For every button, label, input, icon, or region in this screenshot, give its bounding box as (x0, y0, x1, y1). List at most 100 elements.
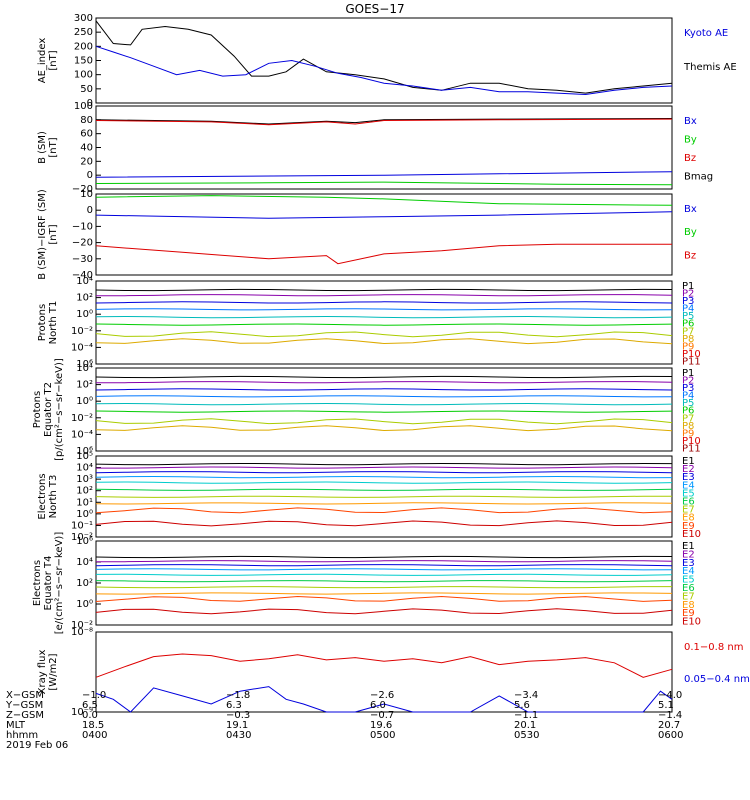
ytick-label-ae: 0 (87, 98, 93, 109)
panel-frame-bigrf (95, 193, 673, 276)
legend-e4: E4 (682, 566, 695, 577)
series-line-bsm (95, 118, 673, 126)
legend-bsm: Bx (684, 116, 697, 127)
level-line-e3 (95, 471, 673, 474)
ytick-label-p2: 10⁶ (76, 446, 93, 457)
level-line-p2 (95, 375, 673, 379)
ytick-label-ae: 300 (74, 13, 93, 24)
legend-p2: P6 (682, 406, 694, 417)
legend-p1: P10 (682, 349, 701, 360)
ytick-label-e3: 10⁻² (71, 532, 93, 543)
legend-e3: E8 (682, 513, 695, 524)
level-line-p2 (95, 395, 673, 398)
legend-p1: P5 (682, 311, 694, 322)
footer-value: 0400 (82, 730, 108, 741)
legend-e3: E2 (682, 464, 695, 475)
ylabel-bigrf: [nT] (48, 224, 59, 244)
legend-e3: E1 (682, 456, 695, 467)
legend-ae: Kyoto AE (684, 28, 728, 39)
panel-frame-e3 (95, 455, 673, 538)
level-line-p1 (96, 294, 673, 297)
level-line-p1 (95, 301, 673, 304)
ylabel-xray: Xray flux (37, 650, 48, 695)
footer-value: 0430 (226, 730, 252, 741)
level-line-e4 (95, 592, 673, 595)
footer-value: −1.1 (514, 710, 539, 721)
level-line-e4 (95, 568, 673, 571)
series-line-xray (95, 686, 673, 713)
ytick-label-bsm: 0 (87, 170, 93, 181)
footer-value: 18.5 (82, 720, 105, 731)
footer-value: 6.5 (82, 700, 98, 711)
footer-label-xgsm: X−GSM (6, 690, 44, 701)
level-line-p2 (96, 381, 673, 384)
panel-frame-xray (95, 631, 673, 713)
legend-e4: E5 (682, 575, 695, 586)
legend-e4: E3 (682, 558, 695, 569)
level-line-e3 (95, 495, 672, 498)
footer-value: −2.6 (370, 690, 395, 701)
legend-p2: P1 (682, 368, 694, 379)
ytick-label-xray: 10⁻⁸ (71, 627, 93, 638)
level-line-e4 (96, 560, 673, 563)
series-line-bsm (95, 118, 673, 125)
ylabel-e4: Equator T4 (43, 556, 54, 611)
footer-value: 6.3 (226, 700, 242, 711)
ytick-label-e4: 10⁴ (76, 557, 93, 568)
ytick-label-p1: 10⁻⁴ (71, 342, 93, 353)
level-line-e4 (95, 580, 673, 583)
level-line-e4 (95, 586, 672, 589)
ytick-label-e3: 10⁰ (76, 509, 93, 520)
legend-xray: 0.1−0.8 nm (684, 642, 743, 653)
ytick-label-p2: 10² (76, 380, 93, 391)
legend-p2: P11 (682, 443, 701, 454)
legend-p2: P5 (682, 398, 694, 409)
level-line-p2 (95, 418, 673, 425)
ytick-label-ae: 50 (80, 84, 93, 95)
series-line-bigrf (95, 195, 673, 206)
level-line-e3 (95, 481, 673, 484)
footer-value: 0.0 (82, 710, 98, 721)
footer-value: −4.0 (658, 690, 683, 701)
footer-label-ygsm: Y−GSM (6, 700, 44, 711)
legend-bigrf: Bx (684, 204, 697, 215)
legend-e3: E4 (682, 480, 695, 491)
footer-value: −3.4 (514, 690, 539, 701)
legend-p2: P2 (682, 376, 694, 387)
ylabel-bsm: [nT] (48, 137, 59, 157)
footer-value: 0500 (370, 730, 396, 741)
ytick-label-ae: 150 (74, 56, 93, 67)
level-line-p2 (95, 425, 673, 432)
ylabel-p2: [p/(cm²−s−sr−keV)] (54, 358, 65, 461)
ytick-label-bsm: 20 (80, 156, 93, 167)
ytick-label-e4: 10⁻² (71, 620, 93, 631)
footer-value: 20.1 (514, 720, 537, 731)
ytick-label-bsm: −20 (72, 184, 93, 195)
ytick-label-e4: 10² (76, 578, 93, 589)
ytick-label-bsm: 80 (80, 115, 93, 126)
level-line-p1 (95, 315, 673, 319)
level-line-e3 (95, 507, 673, 514)
level-line-p1 (95, 308, 673, 311)
legend-e3: E3 (682, 472, 695, 483)
legend-p1: P11 (682, 356, 701, 367)
legend-bigrf: By (684, 227, 697, 238)
legend-p1: P8 (682, 334, 694, 345)
ylabel-e4: [e/(cm²−s−sr−keV)] (54, 532, 65, 635)
legend-e4: E6 (682, 583, 695, 594)
ytick-label-bigrf: −10 (72, 221, 93, 232)
footer-label-hhmm: hhmm (6, 730, 39, 741)
legend-xray: 0.05−0.4 nm (684, 674, 750, 685)
ylabel-p2: Equator T2 (43, 382, 54, 437)
ytick-label-e4: 10⁰ (76, 599, 93, 610)
ylabel-e3: North T3 (48, 475, 59, 519)
ytick-label-bigrf: −40 (72, 270, 93, 281)
level-line-e3 (95, 462, 673, 466)
ytick-label-e3: 10⁵ (76, 451, 93, 462)
legend-p2: P10 (682, 436, 701, 447)
legend-e3: E9 (682, 521, 695, 532)
legend-bsm: By (684, 134, 697, 145)
series-line-ae (95, 20, 673, 94)
level-line-p2 (95, 410, 673, 413)
